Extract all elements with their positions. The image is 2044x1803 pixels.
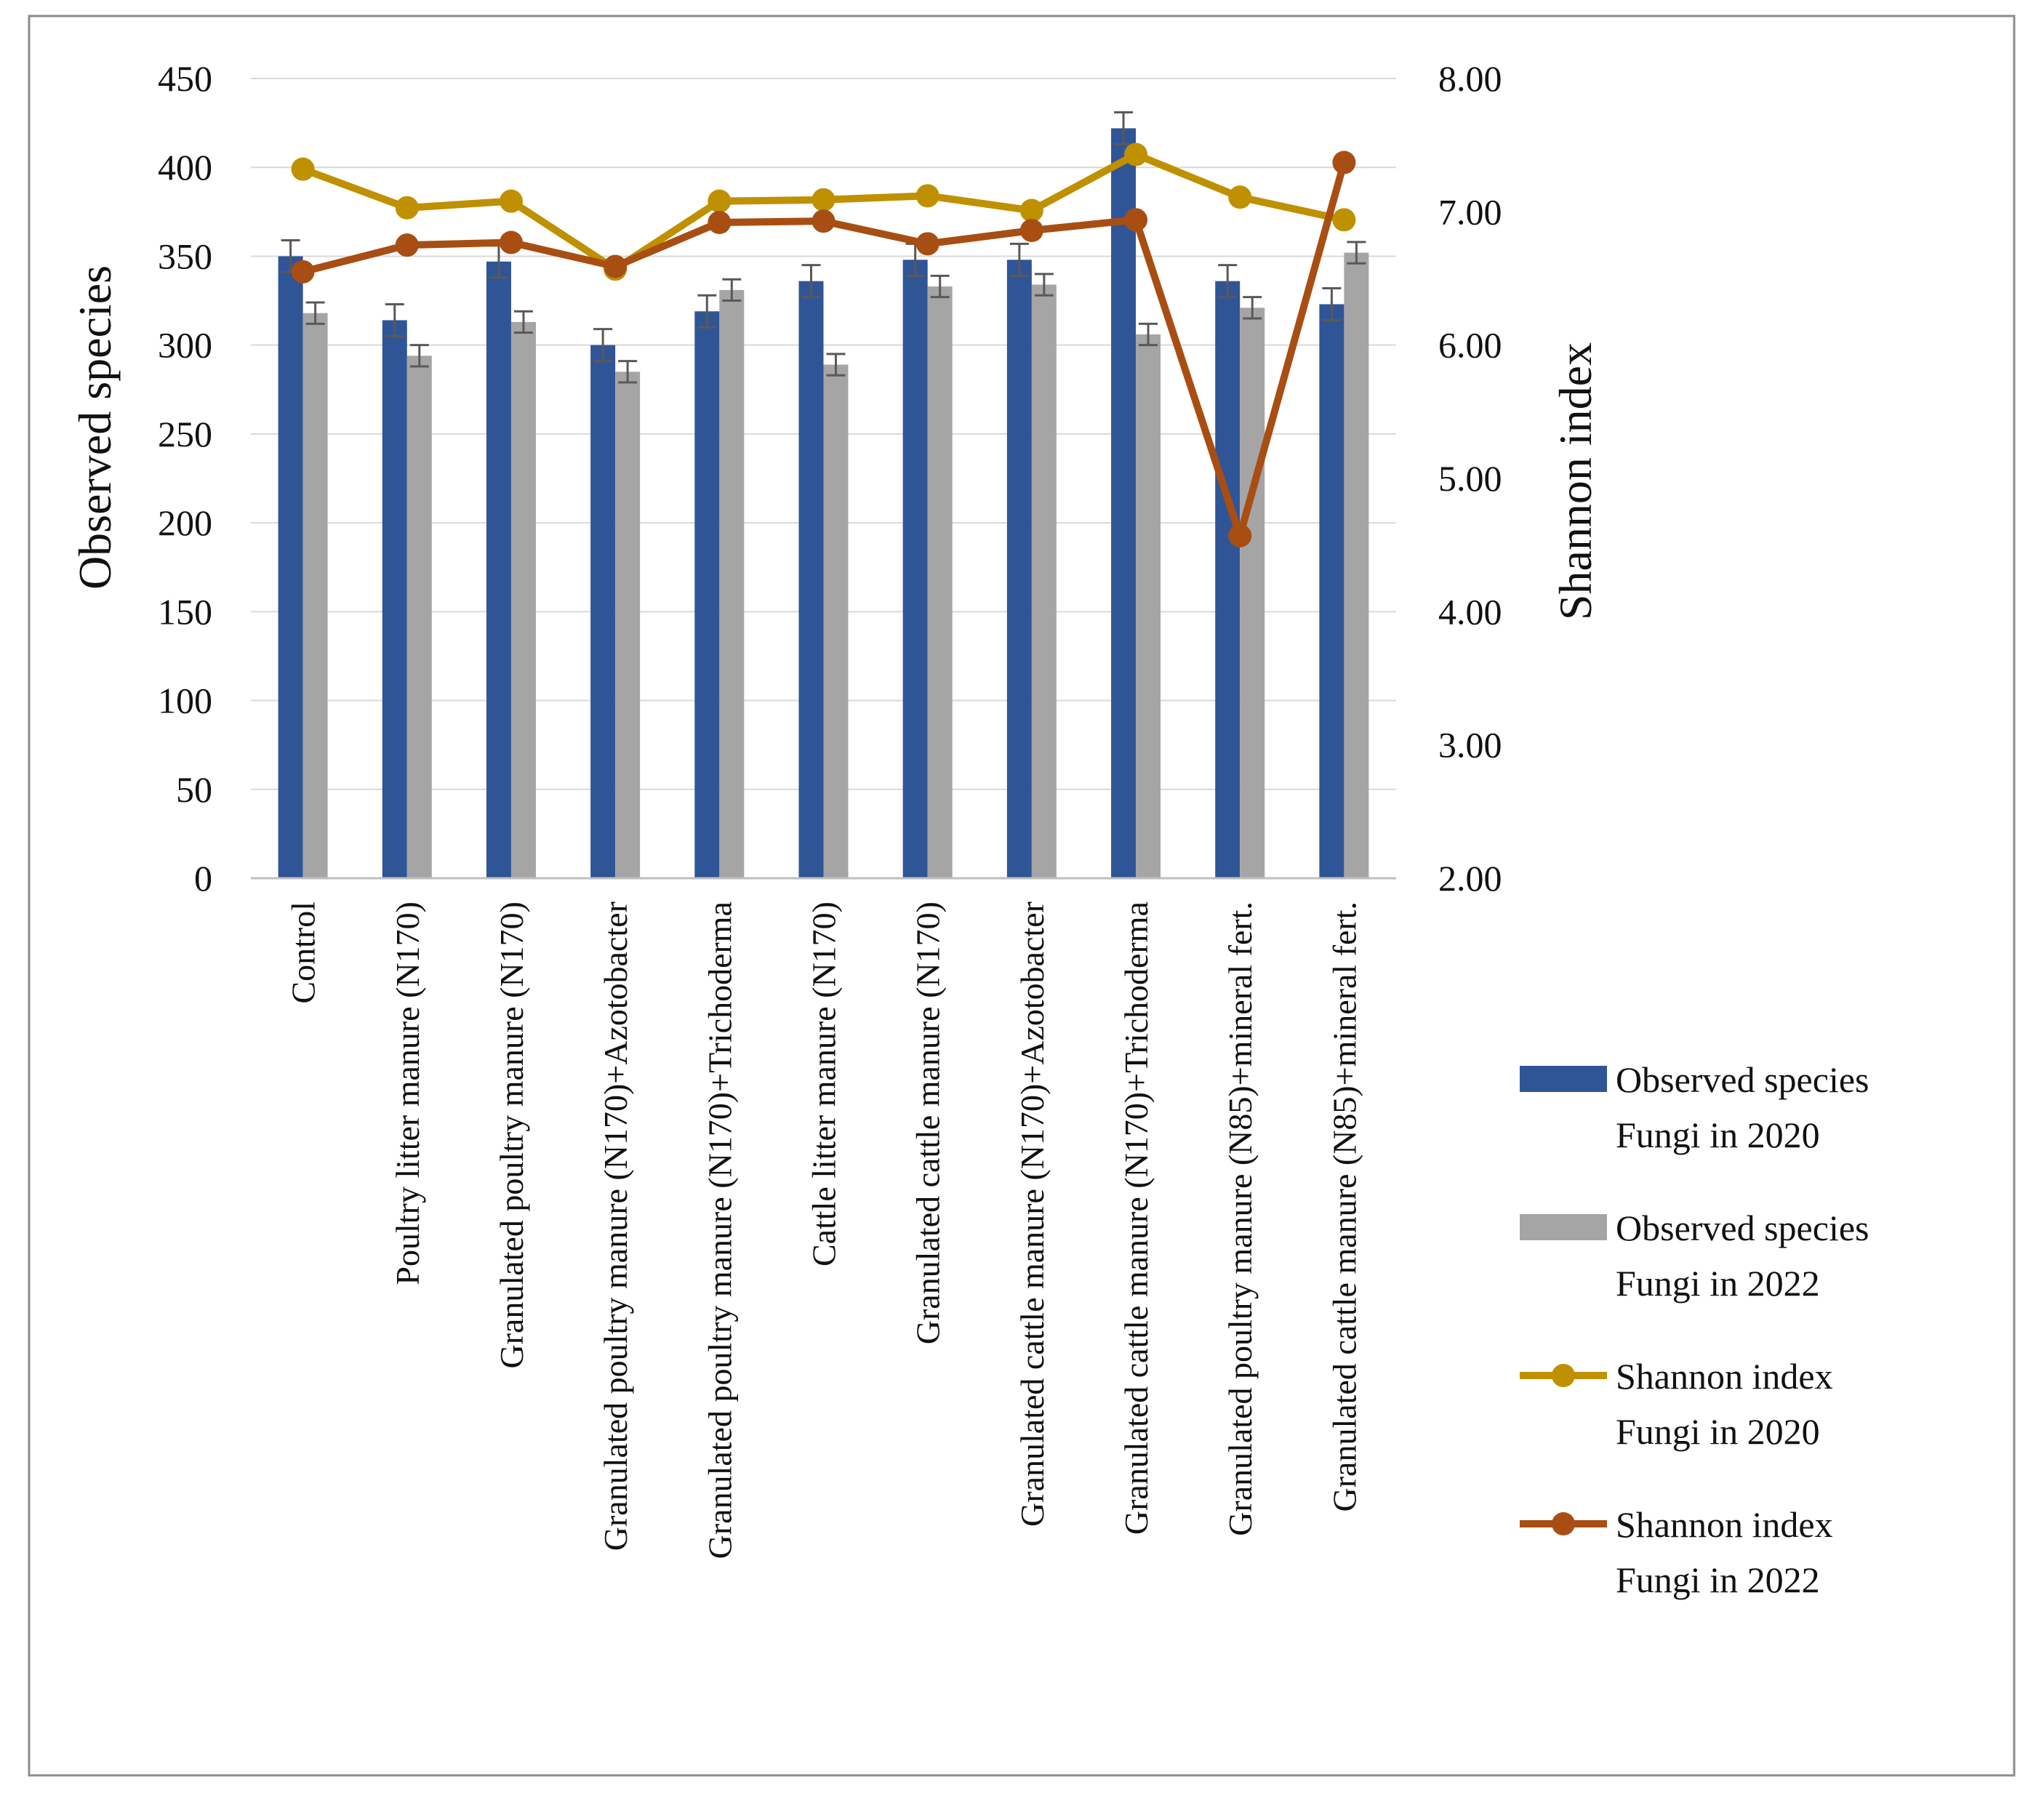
bar <box>382 320 407 878</box>
bar <box>927 286 953 878</box>
legend-marker <box>1552 1512 1575 1535</box>
x-tick-label: Granulated cattle manure (N85)+mineral f… <box>1326 902 1363 1512</box>
y-tick-label: 400 <box>158 147 212 188</box>
y-tick-label: 150 <box>158 591 212 632</box>
y-tick-label: 300 <box>158 325 212 366</box>
legend-swatch <box>1520 1066 1607 1092</box>
legend-label: Fungi in 2022 <box>1616 1559 1820 1600</box>
data-point <box>1228 523 1252 547</box>
bar <box>1111 128 1137 878</box>
bar <box>590 345 616 879</box>
x-tick-label: Granulated poultry manure (N170)+Trichod… <box>701 902 738 1559</box>
x-tick-label: Granulated cattle manure (N170) <box>910 902 947 1344</box>
y-tick-label: 250 <box>158 414 212 454</box>
data-point <box>499 230 523 254</box>
x-tick-label: Granulated poultry manure (N85)+mineral … <box>1222 902 1259 1536</box>
y-tick-label: 100 <box>158 680 212 721</box>
x-tick-label: Granulated cattle manure (N170)+Azotobac… <box>1014 902 1051 1527</box>
y2-tick-label: 3.00 <box>1438 725 1502 766</box>
legend-label: Fungi in 2022 <box>1616 1263 1820 1304</box>
data-point <box>708 211 732 234</box>
y2-axis-title: Shannon index <box>1550 342 1601 620</box>
y-tick-label: 50 <box>176 769 212 810</box>
x-tick-label: Poultry litter manure (N170) <box>389 902 426 1285</box>
bar <box>798 281 824 879</box>
bar <box>1344 252 1369 878</box>
bar <box>1031 284 1057 878</box>
data-point <box>1124 142 1148 166</box>
legend: Observed species Fungi in 2020 Observed sp… <box>1520 1059 1869 1600</box>
legend-label: Shannon index <box>1616 1504 1833 1545</box>
bar <box>406 356 432 878</box>
axes: 0 50 100 150 200 250 300 350 400 450 2.00 3.00 4.00 5… <box>158 58 1502 1559</box>
data-point <box>499 189 523 213</box>
data-point <box>811 188 835 212</box>
bar <box>486 261 511 878</box>
bar <box>615 372 641 878</box>
data-point <box>604 254 628 278</box>
x-tick-label: Granulated cattle manure (N170)+Trichode… <box>1118 902 1155 1535</box>
y2-tick-label: 8.00 <box>1438 58 1502 99</box>
bar <box>1136 334 1161 878</box>
bar <box>302 313 328 879</box>
data-point <box>1019 219 1043 242</box>
bar <box>1215 281 1241 879</box>
data-point <box>291 157 315 181</box>
legend-label: Observed species <box>1616 1208 1869 1248</box>
legend-label: Shannon index <box>1616 1356 1833 1397</box>
bar <box>823 364 849 878</box>
bar <box>278 256 303 878</box>
data-point <box>1228 185 1252 209</box>
data-point <box>1019 198 1043 222</box>
legend-label: Observed species <box>1616 1059 1869 1100</box>
x-tick-label: Granulated poultry manure (N170)+Azotoba… <box>597 902 634 1551</box>
data-point <box>395 196 419 220</box>
bar <box>1319 304 1344 878</box>
y-tick-label: 0 <box>194 858 212 899</box>
x-tick-label: Granulated poultry manure (N170) <box>493 902 530 1369</box>
data-point <box>708 189 732 213</box>
data-point <box>811 209 835 233</box>
x-tick-label: Control <box>285 902 322 1004</box>
data-point <box>395 233 419 257</box>
bar <box>719 289 745 878</box>
lines <box>291 142 1356 547</box>
y-tick-label: 450 <box>158 58 212 99</box>
bar <box>902 260 928 878</box>
legend-label: Fungi in 2020 <box>1616 1115 1820 1155</box>
legend-swatch <box>1520 1214 1607 1240</box>
legend-marker <box>1552 1364 1575 1387</box>
bar <box>1006 260 1032 878</box>
bars <box>278 111 1369 879</box>
y2-tick-label: 4.00 <box>1438 591 1502 632</box>
y-axis-title: Observed species <box>69 265 121 590</box>
y-tick-label: 200 <box>158 502 212 543</box>
data-point <box>291 260 315 284</box>
data-point <box>1332 208 1356 232</box>
y2-tick-label: 5.00 <box>1438 458 1502 499</box>
bar <box>1240 308 1265 878</box>
bar <box>694 311 720 878</box>
legend-label: Fungi in 2020 <box>1616 1411 1820 1452</box>
y2-tick-label: 6.00 <box>1438 325 1502 366</box>
data-point <box>915 232 939 256</box>
y-tick-label: 350 <box>158 236 212 276</box>
x-tick-label: Cattle litter manure (N170) <box>806 902 843 1266</box>
bar <box>510 321 536 878</box>
y2-tick-label: 7.00 <box>1438 191 1502 232</box>
data-point <box>1332 150 1356 174</box>
data-point <box>915 184 939 208</box>
data-point <box>1124 208 1148 232</box>
y2-tick-label: 2.00 <box>1438 858 1502 899</box>
